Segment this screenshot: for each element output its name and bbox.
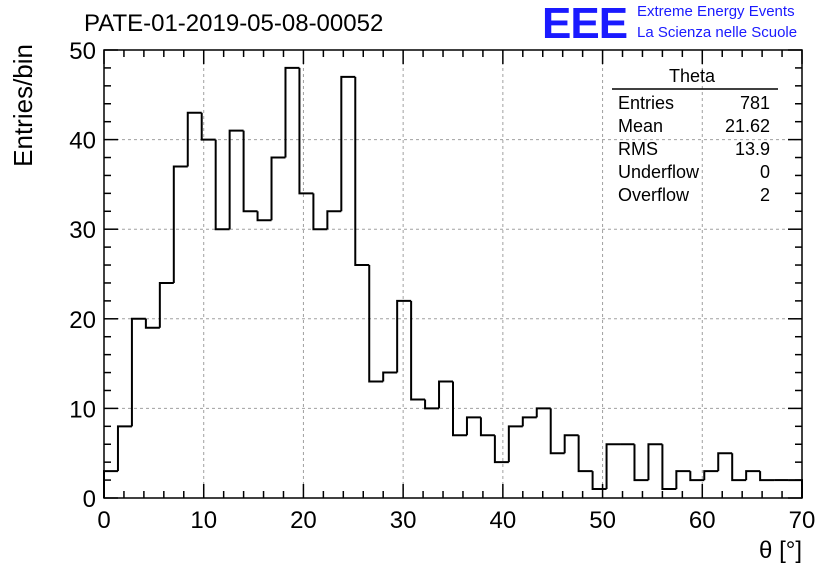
x-tick-label: 50 xyxy=(589,507,616,534)
histogram-bin xyxy=(493,435,509,464)
histogram-bin xyxy=(424,399,440,410)
histogram-bin xyxy=(689,471,705,482)
histogram-bin xyxy=(116,425,132,472)
histogram-bin xyxy=(354,76,370,267)
histogram-bin xyxy=(549,408,565,455)
histogram-bin xyxy=(340,75,356,212)
histogram-bin xyxy=(326,210,342,230)
histogram-bin xyxy=(788,479,803,498)
histogram-bin xyxy=(396,299,412,373)
y-tick-label: 40 xyxy=(69,128,96,155)
x-tick-label: 60 xyxy=(689,507,716,534)
x-tick-label: 20 xyxy=(290,507,317,534)
y-tick-label: 0 xyxy=(83,486,96,513)
stats-row-value: 2 xyxy=(760,185,770,205)
histogram-bin xyxy=(605,443,621,490)
histogram-bin xyxy=(521,416,537,427)
y-axis-label: Entries/bin xyxy=(8,44,38,167)
histogram-bin xyxy=(703,470,719,481)
histogram-bin xyxy=(759,471,775,482)
stats-row-label: RMS xyxy=(618,139,658,159)
histogram-bin xyxy=(717,452,733,472)
histogram-bin xyxy=(633,444,649,482)
histogram-bin xyxy=(186,111,202,167)
x-tick-label: 70 xyxy=(789,507,816,534)
x-tick-label: 10 xyxy=(190,507,217,534)
histogram-bin xyxy=(535,407,551,418)
histogram-bin xyxy=(382,371,398,382)
histogram-bin xyxy=(312,193,328,231)
histogram-bin xyxy=(270,156,286,221)
histogram-bin xyxy=(507,425,523,463)
histogram-bin xyxy=(158,281,174,328)
x-tick-label: 30 xyxy=(390,507,417,534)
histogram-bin xyxy=(130,317,146,427)
x-tick-label: 40 xyxy=(490,507,517,534)
y-tick-label: 20 xyxy=(69,307,96,334)
histogram-bin xyxy=(144,318,160,329)
stats-row-value: 13.9 xyxy=(735,139,770,159)
histogram-bin xyxy=(563,434,579,454)
histogram-bin xyxy=(228,129,244,230)
stats-title: Theta xyxy=(669,66,716,86)
eee-logo: EEE xyxy=(542,0,628,48)
histogram-bin xyxy=(438,380,453,409)
histogram-bin xyxy=(284,66,300,158)
histogram-bin xyxy=(103,470,118,498)
logo-line-2: La Scienza nelle Scuole xyxy=(637,24,798,41)
stats-row-label: Mean xyxy=(618,116,663,136)
stats-row-label: Underflow xyxy=(618,162,700,182)
histogram-bin xyxy=(242,130,258,213)
histogram-bin xyxy=(410,300,426,401)
logo-line-1: Extreme Energy Events xyxy=(637,3,795,20)
histogram-bin xyxy=(298,67,314,195)
x-tick-label: 0 xyxy=(97,507,110,534)
histogram-bin xyxy=(214,139,230,231)
stats-row-label: Overflow xyxy=(618,185,690,205)
histogram-bin xyxy=(647,443,663,481)
stats-row-value: 0 xyxy=(760,162,770,182)
histogram-bin xyxy=(577,435,593,473)
x-axis-label: θ [°] xyxy=(759,537,802,564)
histogram-bin xyxy=(745,470,761,481)
stats-row-value: 21.62 xyxy=(725,116,770,136)
histogram-bin xyxy=(661,444,677,491)
histogram-bin xyxy=(452,381,467,437)
plot-frame xyxy=(103,49,803,499)
chart-title: PATE-01-2019-05-08-00052 xyxy=(84,10,384,37)
y-tick-label: 50 xyxy=(69,38,96,65)
histogram-bin xyxy=(731,453,747,482)
stats-row-value: 781 xyxy=(740,93,770,113)
histogram-bin xyxy=(256,211,272,222)
y-tick-label: 30 xyxy=(69,217,96,244)
histogram-bin xyxy=(591,471,607,491)
histogram-bin xyxy=(368,265,384,383)
histogram-bin xyxy=(200,112,216,141)
stats-row-label: Entries xyxy=(618,93,674,113)
y-tick-label: 10 xyxy=(69,396,96,423)
histogram-bin xyxy=(479,417,495,437)
histogram-bin xyxy=(675,470,691,490)
histogram-bin xyxy=(465,416,481,436)
histogram-bin xyxy=(172,165,188,283)
